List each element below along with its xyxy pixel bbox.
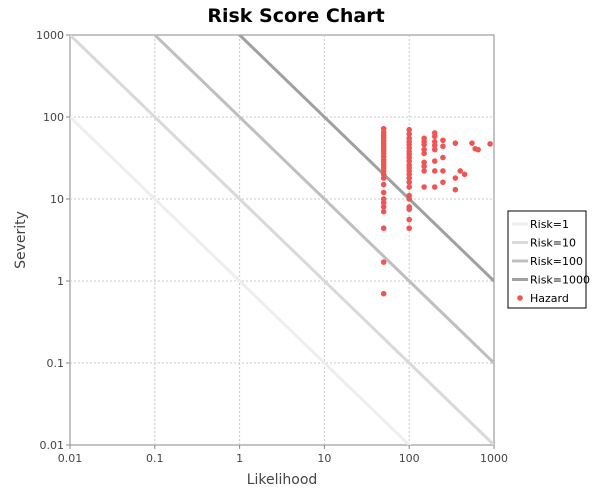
hazard-point: [381, 175, 387, 181]
y-axis: 0.01 0.1 1 10 100 1000: [36, 29, 70, 452]
hazard-point: [406, 206, 412, 212]
legend-swatch-hazard: [517, 295, 523, 301]
hazard-point: [440, 143, 446, 149]
hazard-point: [432, 134, 438, 140]
legend-label-risk-10: Risk=10: [530, 237, 576, 250]
legend-label-hazard: Hazard: [530, 292, 569, 305]
hazard-point: [487, 141, 493, 147]
hazard-point: [381, 259, 387, 265]
hazard-point: [421, 168, 427, 174]
hazard-point: [469, 140, 475, 146]
hazard-point: [381, 182, 387, 188]
hazard-point: [432, 147, 438, 153]
legend-label-risk-1000: Risk=1000: [530, 274, 590, 287]
y-tick-label: 10: [50, 193, 64, 206]
y-axis-label: Severity: [13, 211, 29, 269]
x-tick-label: 0.01: [58, 452, 83, 465]
x-tick-label: 0.1: [146, 452, 164, 465]
y-tick-label: 100: [43, 111, 64, 124]
x-tick-label: 1: [236, 452, 243, 465]
x-axis: 0.01 0.1 1 10 100 1000: [58, 445, 508, 465]
x-tick-label: 100: [399, 452, 420, 465]
hazard-point: [475, 147, 481, 153]
legend-label-risk-1: Risk=1: [530, 218, 569, 231]
chart-title: Risk Score Chart: [207, 5, 384, 27]
hazard-point: [462, 172, 468, 178]
hazard-point: [381, 291, 387, 297]
hazard-point: [440, 168, 446, 174]
legend: Risk=1 Risk=10 Risk=100 Risk=1000 Hazard: [508, 211, 590, 308]
hazard-point: [421, 151, 427, 157]
hazard-point: [440, 137, 446, 143]
x-tick-label: 10: [317, 452, 331, 465]
x-axis-label: Likelihood: [247, 472, 318, 488]
x-tick-label: 1000: [480, 452, 508, 465]
y-tick-label: 1: [57, 275, 64, 288]
hazard-point: [406, 184, 412, 190]
y-tick-label: 0.01: [40, 439, 65, 452]
hazard-point: [432, 168, 438, 174]
hazard-point: [421, 142, 427, 148]
hazard-point: [453, 175, 459, 181]
hazard-point: [432, 184, 438, 190]
hazard-point: [406, 217, 412, 223]
hazard-point: [440, 155, 446, 161]
hazard-point: [421, 184, 427, 190]
hazard-point: [381, 225, 387, 231]
legend-label-risk-100: Risk=100: [530, 255, 583, 268]
plot-area: [70, 0, 494, 495]
hazard-point: [381, 190, 387, 196]
hazard-point: [406, 196, 412, 202]
hazard-point: [440, 179, 446, 185]
hazard-point: [453, 140, 459, 146]
hazard-point: [406, 225, 412, 231]
y-tick-label: 0.1: [47, 357, 65, 370]
hazard-point: [432, 158, 438, 164]
hazard-point: [453, 187, 459, 193]
hazard-point: [381, 209, 387, 215]
y-tick-label: 1000: [36, 29, 64, 42]
